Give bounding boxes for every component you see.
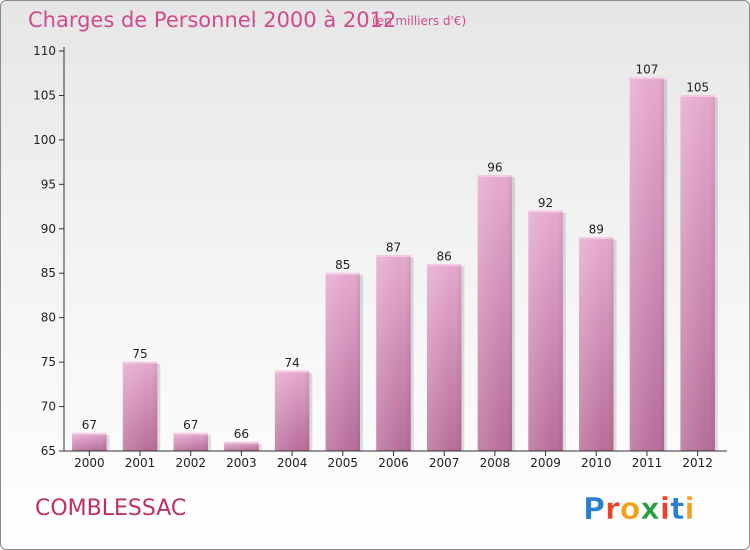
bar-highlight	[224, 442, 259, 451]
data-label: 105	[686, 80, 709, 94]
bar-highlight	[629, 77, 665, 452]
y-tick-label: 65	[41, 444, 56, 458]
x-tick-label: 2004	[277, 456, 308, 470]
bar-highlight	[173, 433, 208, 451]
y-tick-label: 85	[41, 266, 56, 280]
bar-highlight	[680, 95, 715, 451]
data-label: 67	[82, 418, 97, 432]
data-label: 74	[284, 356, 299, 370]
bar-highlight	[122, 362, 158, 451]
x-tick-label: 2002	[175, 456, 206, 470]
x-tick-label: 2006	[378, 456, 409, 470]
y-tick-label: 105	[33, 88, 56, 102]
y-tick-label: 100	[33, 133, 56, 147]
bar-highlight	[579, 237, 614, 451]
y-tick-label: 95	[41, 177, 56, 191]
x-tick-label: 2007	[429, 456, 460, 470]
x-tick-label: 2009	[530, 456, 561, 470]
x-tick-label: 2000	[74, 456, 105, 470]
bar-highlight	[274, 371, 310, 451]
data-label: 92	[538, 196, 553, 210]
x-tick-label: 2001	[125, 456, 156, 470]
y-tick-label: 80	[41, 311, 56, 325]
x-tick-label: 2011	[632, 456, 663, 470]
x-tick-label: 2003	[226, 456, 257, 470]
logo-text: Proxiti	[583, 492, 695, 527]
x-tick-label: 2012	[682, 456, 713, 470]
commune-name: COMBLESSAC	[35, 496, 186, 521]
y-axis: 65 70 75 80 85 90 95 100 105 110	[33, 44, 65, 458]
x-tick-label: 2008	[480, 456, 511, 470]
x-tick-label: 2005	[328, 456, 359, 470]
bar-highlight	[72, 433, 107, 451]
data-label: 66	[234, 427, 249, 441]
x-tick-label: 2010	[581, 456, 612, 470]
bar-highlight	[376, 255, 411, 451]
data-label: 75	[132, 347, 147, 361]
bar-highlight	[477, 175, 513, 451]
y-tick-label: 75	[41, 355, 56, 369]
y-tick-label: 90	[41, 222, 56, 236]
chart-subtitle: (en milliers d'€)	[372, 14, 466, 28]
chart-title: Charges de Personnel 2000 à 2012	[28, 8, 396, 32]
data-label: 85	[335, 258, 350, 272]
x-axis: 2000 2001 2002 2003 2004 2005 2006 2007 2008 2009…	[64, 450, 727, 470]
data-label: 87	[386, 240, 401, 254]
proxiti-logo: Proxiti	[583, 492, 695, 528]
bar-highlight	[426, 264, 462, 451]
bar-highlight	[528, 211, 563, 451]
bars-group: 67 75 67 66 74 85 87 86 96 92 89 107 105	[72, 63, 718, 452]
data-label: 96	[487, 160, 502, 174]
data-label: 86	[437, 249, 452, 263]
data-label: 89	[589, 223, 604, 237]
y-tick-label: 110	[33, 44, 56, 58]
bar-highlight	[325, 273, 361, 451]
data-label: 107	[636, 63, 659, 77]
data-label: 67	[183, 418, 198, 432]
y-tick-label: 70	[41, 400, 56, 414]
